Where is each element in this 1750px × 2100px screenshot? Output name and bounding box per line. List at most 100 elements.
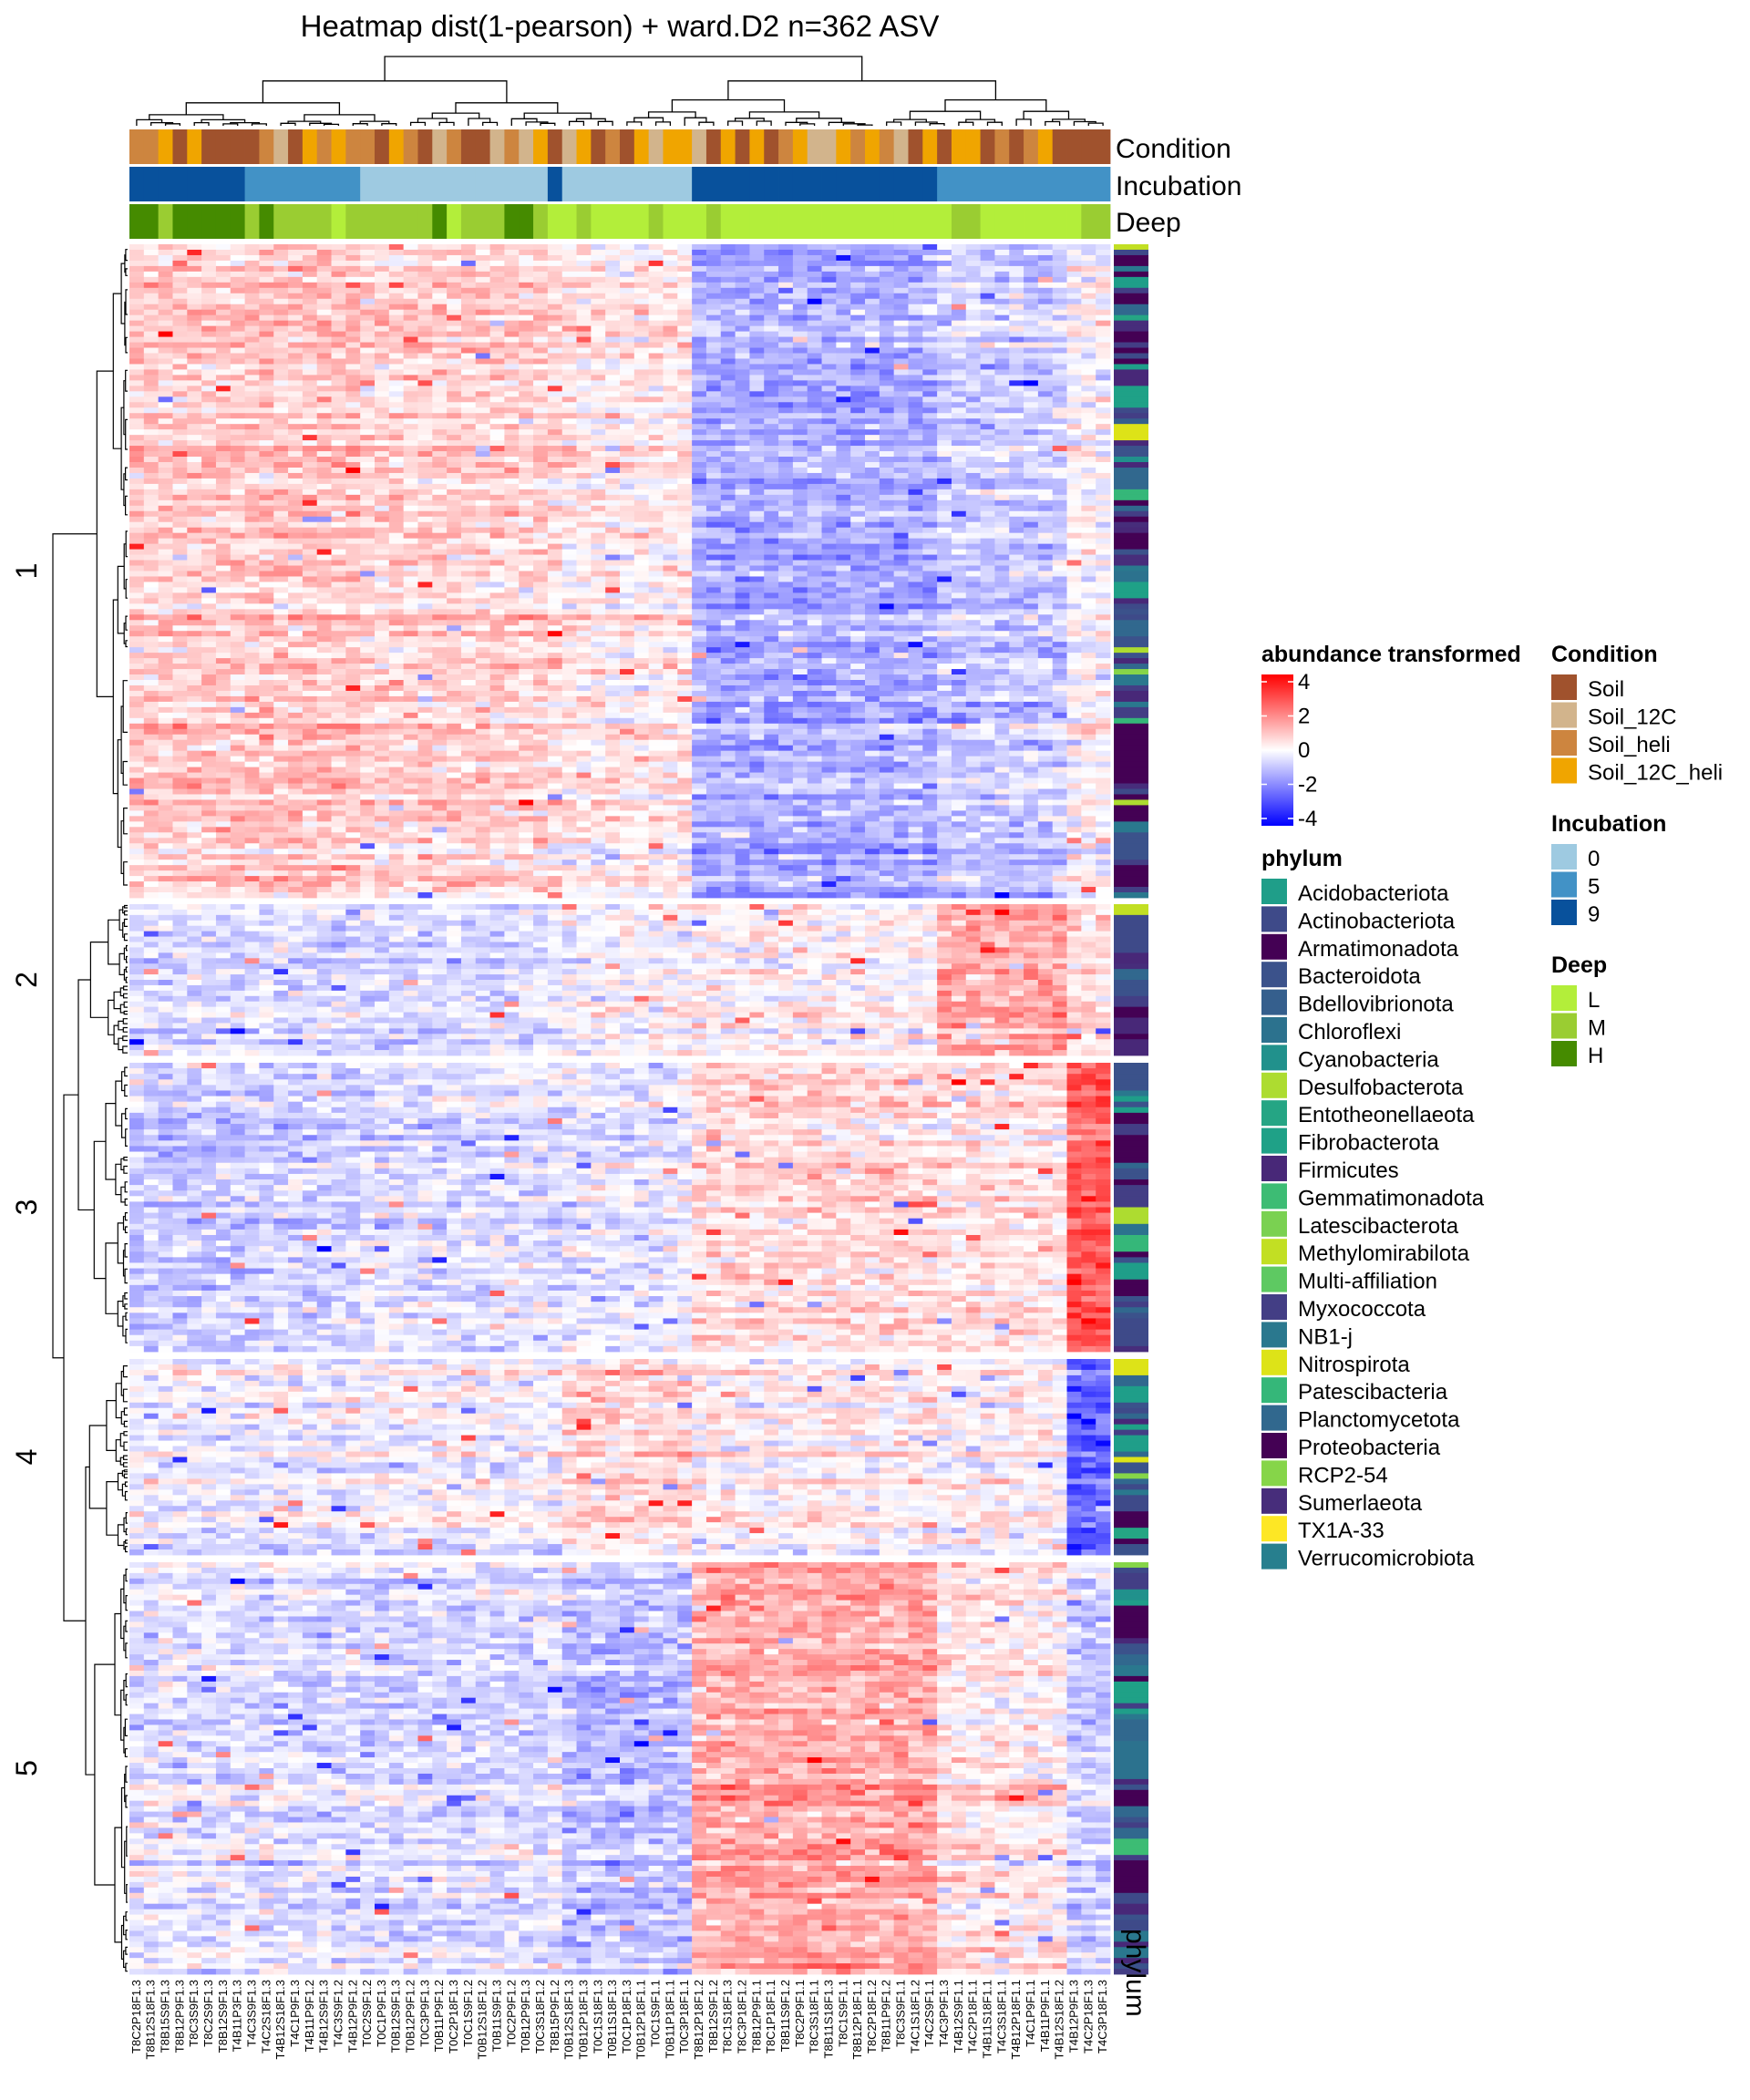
phylum-cell	[1114, 674, 1148, 681]
column-label: T0B12P18F1.1	[634, 1980, 648, 2059]
legend-phylum-label: Planctomycetota	[1298, 1408, 1460, 1433]
condition-cell	[201, 129, 217, 164]
condition-cell	[705, 129, 722, 164]
phylum-cell	[1114, 1649, 1148, 1655]
deep-cell	[850, 204, 866, 239]
phylum-cell	[1114, 1039, 1148, 1045]
phylum-cell	[1114, 1539, 1148, 1545]
phylum-cell	[1114, 1462, 1148, 1468]
deep-cell	[1024, 204, 1039, 239]
incubation-cell	[908, 167, 923, 201]
incubation-cell	[994, 167, 1010, 201]
phylum-cell	[1114, 1369, 1148, 1376]
legend-phylum-title: phylum	[1261, 846, 1343, 871]
column-label: T4C3P9F1.3	[937, 1980, 951, 2047]
condition-cell	[533, 129, 549, 164]
legend-incubation-label: 0	[1588, 847, 1600, 871]
phylum-cell	[1114, 1724, 1148, 1731]
phylum-cell	[1114, 386, 1148, 392]
column-label: T0B11P18F1.1	[663, 1980, 676, 2058]
legend-phylum-swatch	[1261, 1210, 1287, 1237]
phylum-cell	[1114, 320, 1148, 327]
column-dendrogram	[136, 56, 1104, 126]
phylum-cell	[1114, 1068, 1148, 1075]
legend-incubation-swatch	[1551, 844, 1577, 870]
phylum-cell	[1114, 849, 1148, 855]
phylum-cell	[1114, 1909, 1148, 1915]
condition-cell	[230, 129, 245, 164]
phylum-cell	[1114, 881, 1148, 888]
legend-phylum-label: Bacteroidota	[1298, 964, 1421, 989]
phylum-cell	[1114, 706, 1148, 714]
deep-cell	[129, 204, 145, 239]
condition-cell	[735, 129, 750, 164]
phylum-cell	[1114, 265, 1148, 273]
legend-incubation-title: Incubation	[1551, 811, 1666, 837]
condition-cell	[1066, 129, 1082, 164]
phylum-cell	[1114, 1162, 1148, 1169]
legend-phylum-label: Firmicutes	[1298, 1158, 1399, 1183]
incubation-cell	[922, 167, 938, 201]
phylum-cell	[1114, 418, 1148, 425]
phylum-cell	[1114, 1467, 1148, 1474]
phylum-cell	[1114, 1952, 1148, 1959]
deep-cell	[345, 204, 361, 239]
phylum-cell	[1114, 761, 1148, 768]
legend-phylum-label: NB1-j	[1298, 1324, 1353, 1349]
phylum-cell	[1114, 1778, 1148, 1786]
condition-cell	[129, 129, 145, 164]
phylum-cell	[1114, 271, 1148, 278]
deep-cell	[1096, 204, 1111, 239]
phylum-cell	[1114, 1302, 1148, 1308]
phylum-cell	[1114, 1898, 1148, 1905]
phylum-cell	[1114, 947, 1148, 953]
phylum-cell	[1114, 1947, 1148, 1953]
incubation-cell	[1009, 167, 1024, 201]
column-label: T0C3S18F1.2	[533, 1980, 547, 2054]
phylum-cell	[1114, 1638, 1148, 1644]
phylum-cell	[1114, 287, 1148, 294]
legend-condition-title: Condition	[1551, 642, 1658, 667]
column-label: T4B12S9F1.1	[952, 1980, 965, 2053]
phylum-cell	[1114, 1096, 1148, 1103]
condition-cell	[980, 129, 995, 164]
incubation-cell	[187, 167, 202, 201]
phylum-cell	[1114, 1179, 1148, 1186]
column-label: T4B11S18F1.1	[981, 1980, 994, 2058]
phylum-cell	[1114, 331, 1148, 337]
phylum-cell	[1114, 1085, 1148, 1091]
phylum-cell	[1114, 952, 1148, 959]
incubation-cell	[1066, 167, 1082, 201]
phylum-cell	[1114, 1714, 1148, 1720]
legend-condition-swatch	[1551, 757, 1577, 784]
incubation-cell	[778, 167, 794, 201]
condition-cell	[937, 129, 952, 164]
phylum-cell	[1114, 680, 1148, 686]
phylum-cell	[1114, 1223, 1148, 1230]
row-cluster-label-4: 4	[10, 1449, 43, 1466]
legend-phylum-swatch	[1261, 1156, 1287, 1181]
deep-cell	[244, 204, 260, 239]
phylum-cell	[1114, 821, 1148, 828]
phylum-cell	[1114, 1925, 1148, 1931]
phylum-cell	[1114, 587, 1148, 593]
condition-cell	[792, 129, 808, 164]
deep-cell	[230, 204, 245, 239]
legend-phylum-label: Desulfobacterota	[1298, 1076, 1464, 1100]
phylum-cell	[1114, 690, 1148, 697]
phylum-cell	[1114, 1446, 1148, 1452]
column-label: T8B15P9F1.2	[548, 1980, 561, 2053]
phylum-cell	[1114, 424, 1148, 430]
condition-cell	[432, 129, 448, 164]
phylum-cell	[1114, 1627, 1148, 1633]
row-cluster-label-2: 2	[10, 972, 43, 988]
legend-incubation: Incubation 0 59	[1551, 811, 1666, 927]
column-label: T8B11S9F1.2	[778, 1980, 792, 2052]
legend-phylum-swatch	[1261, 1322, 1287, 1348]
phylum-cell	[1114, 1914, 1148, 1920]
condition-cell	[1081, 129, 1096, 164]
phylum-cell	[1114, 1589, 1148, 1596]
phylum-cell	[1114, 1129, 1148, 1136]
phylum-cell	[1114, 1654, 1148, 1661]
column-label: T4C3S18F1.1	[994, 1980, 1008, 2054]
